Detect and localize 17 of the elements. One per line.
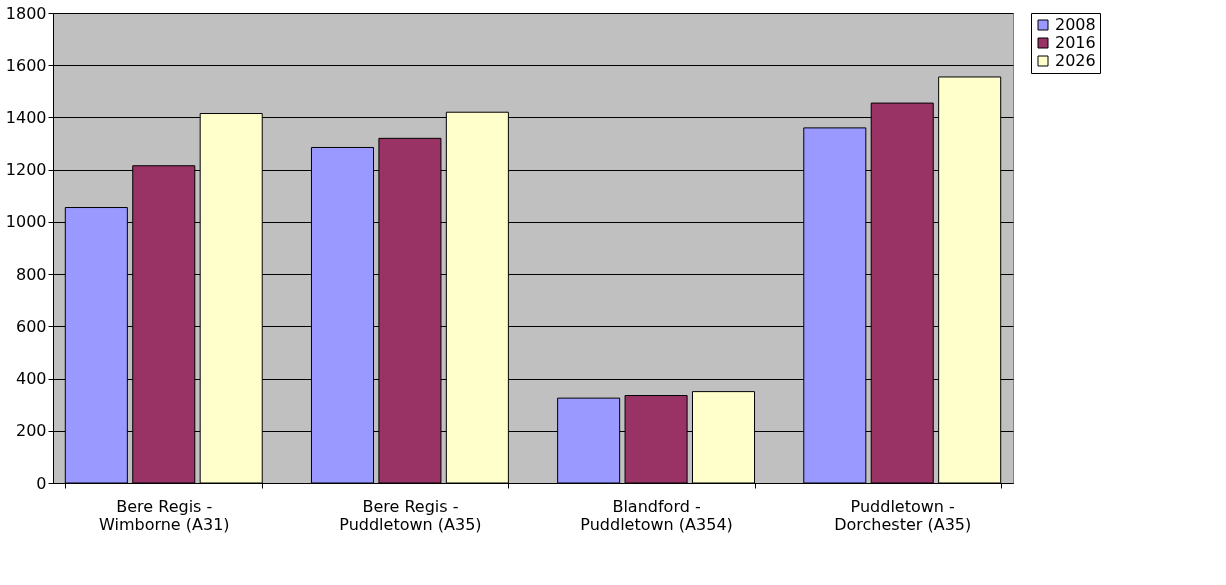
y-tick-label: 1000 <box>5 212 47 232</box>
y-tick-label: 0 <box>36 473 47 493</box>
y-tick-label: 1600 <box>5 55 47 75</box>
x-tick-label: Puddletown - Dorchester (A35) <box>834 496 972 534</box>
legend-label: 2008 <box>1055 15 1096 34</box>
y-tick-label: 400 <box>15 369 47 389</box>
legend-label: 2016 <box>1055 33 1096 52</box>
y-tick-label: 1200 <box>5 160 47 180</box>
y-tick-label: 200 <box>15 421 47 441</box>
y-tick-label: 1800 <box>5 3 47 23</box>
legend-label: 2026 <box>1055 51 1096 70</box>
y-tick-label: 800 <box>15 264 47 284</box>
x-tick-label: Blandford - Puddletown (A354) <box>580 496 733 534</box>
y-tick-label: 1400 <box>5 107 47 127</box>
y-tick-label: 600 <box>15 316 47 336</box>
x-tick-label: Bere Regis - Puddletown (A35) <box>339 496 482 534</box>
x-tick-label: Bere Regis - Wimborne (A31) <box>98 496 230 534</box>
